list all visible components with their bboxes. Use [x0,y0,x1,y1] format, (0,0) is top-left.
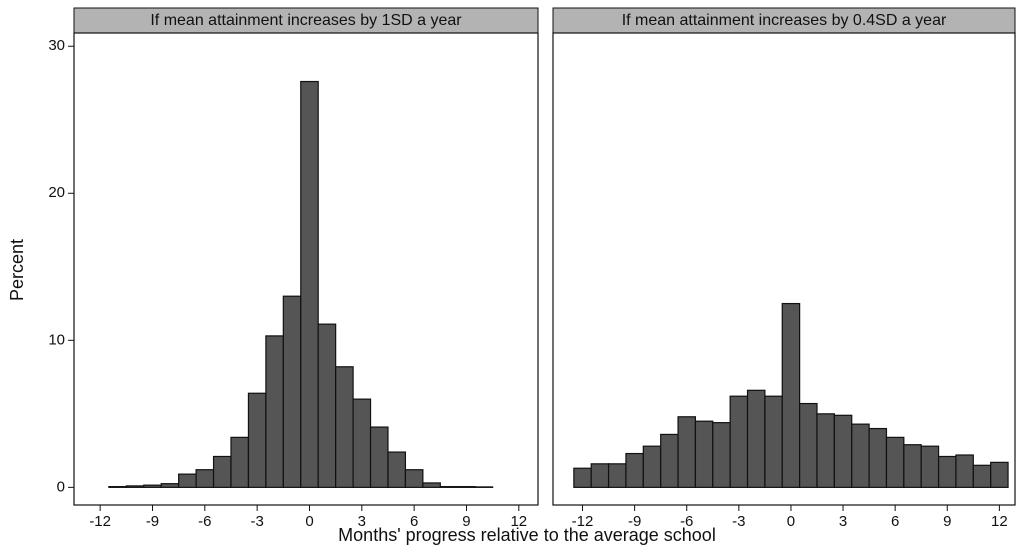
x-tick-label: -12 [572,513,594,530]
bar [301,82,318,488]
bar [921,446,938,487]
x-tick-label: -12 [89,513,111,530]
x-tick-label: 12 [991,513,1008,530]
bar [574,468,591,487]
panel-title: If mean attainment increases by 1SD a ye… [150,12,462,29]
x-tick-label: -6 [680,513,693,530]
bar [713,423,730,488]
bar [748,390,765,487]
y-tick-label: 10 [48,331,65,348]
bar [834,415,851,487]
bar [765,396,782,487]
bar [886,437,903,487]
bar [817,414,834,488]
y-tick-label: 30 [48,37,65,54]
bar [956,455,973,487]
bar [371,427,388,487]
bar [144,485,161,487]
bar [161,484,178,488]
bar [730,396,747,487]
y-tick-label: 20 [48,184,65,201]
x-tick-label: 9 [943,513,951,530]
y-axis-label: Percent [7,239,27,301]
bar [318,324,335,487]
bar [423,483,440,487]
x-tick-label: 3 [358,513,366,530]
bar [109,487,126,488]
bar [973,465,990,487]
x-tick-label: 12 [510,513,527,530]
x-tick-label: -9 [146,513,159,530]
bar [196,470,213,488]
x-tick-label: -9 [628,513,641,530]
bar [643,446,660,487]
bar [991,462,1008,487]
bar [661,434,678,487]
bar [336,367,353,488]
bar [231,437,248,487]
bar [904,445,921,488]
bar [626,454,643,488]
bar [591,464,608,488]
panel-title: If mean attainment increases by 0.4SD a … [622,12,947,29]
x-tick-label: 6 [891,513,899,530]
bar [695,421,712,487]
bar [458,487,475,488]
bar [869,429,886,488]
bar [214,456,231,487]
bar [179,474,196,487]
bar [248,393,265,487]
bar [800,404,817,488]
bar [678,417,695,488]
x-tick-label: 0 [787,513,795,530]
bar [283,296,300,487]
x-tick-label: 9 [462,513,470,530]
bar [388,452,405,487]
bar [609,464,626,488]
x-tick-label: 0 [305,513,313,530]
x-tick-label: 6 [410,513,418,530]
x-tick-label: -3 [250,513,263,530]
y-tick-label: 0 [57,478,65,495]
bar [939,456,956,487]
bar [440,487,457,488]
x-tick-label: -6 [198,513,211,530]
x-tick-label: -3 [732,513,745,530]
bar [782,304,799,488]
bar [266,336,283,487]
bar [852,424,869,487]
bar [405,470,422,488]
x-tick-label: 3 [839,513,847,530]
bar [353,399,370,487]
bar [126,486,143,487]
